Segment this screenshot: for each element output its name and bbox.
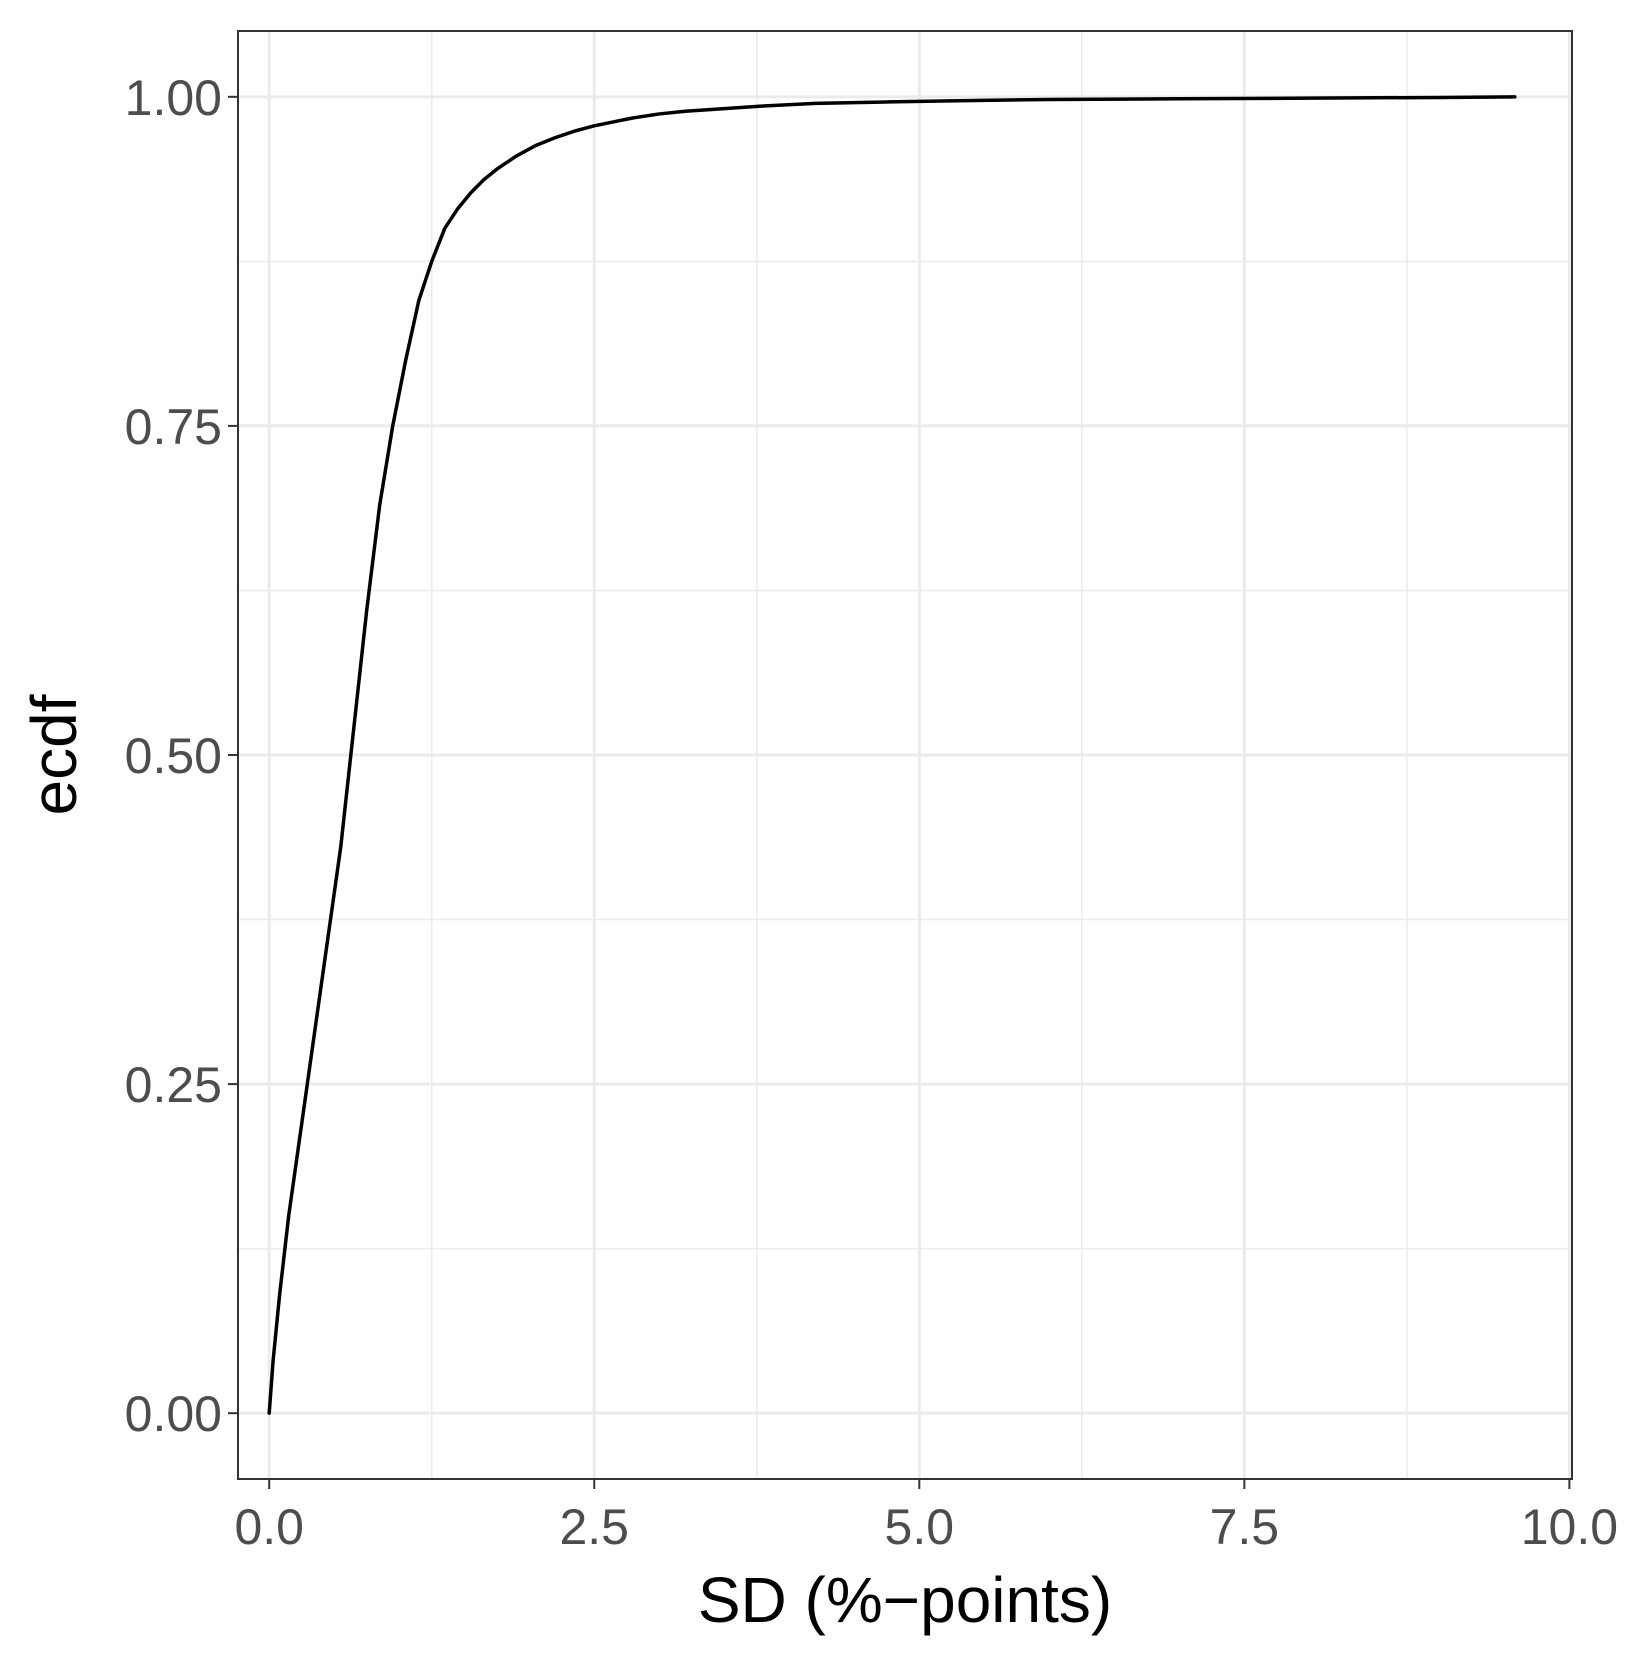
x-tick-label: 10.0 <box>1521 1499 1618 1555</box>
y-tick-label: 0.25 <box>125 1057 222 1113</box>
y-tick-label: 0.00 <box>125 1386 222 1442</box>
major-gridlines <box>238 31 1572 1479</box>
y-tick-label: 0.75 <box>125 399 222 455</box>
axis-ticks <box>228 95 1571 1489</box>
x-tick-label: 0.0 <box>234 1499 304 1555</box>
x-tick-label: 7.5 <box>1210 1499 1280 1555</box>
y-axis-title: ecdf <box>18 694 90 815</box>
y-tick-labels: 0.00 0.25 0.50 0.75 1.00 <box>125 70 222 1442</box>
x-tick-labels: 0.0 2.5 5.0 7.5 10.0 <box>234 1499 1618 1555</box>
y-tick-label: 0.50 <box>125 728 222 784</box>
x-axis-title: SD (%−points) <box>698 1564 1112 1636</box>
series-layer <box>267 95 1517 1415</box>
x-tick-label: 5.0 <box>885 1499 955 1555</box>
y-tick-label: 1.00 <box>125 70 222 126</box>
ecdf-line <box>267 95 1517 1415</box>
x-tick-label: 2.5 <box>559 1499 629 1555</box>
